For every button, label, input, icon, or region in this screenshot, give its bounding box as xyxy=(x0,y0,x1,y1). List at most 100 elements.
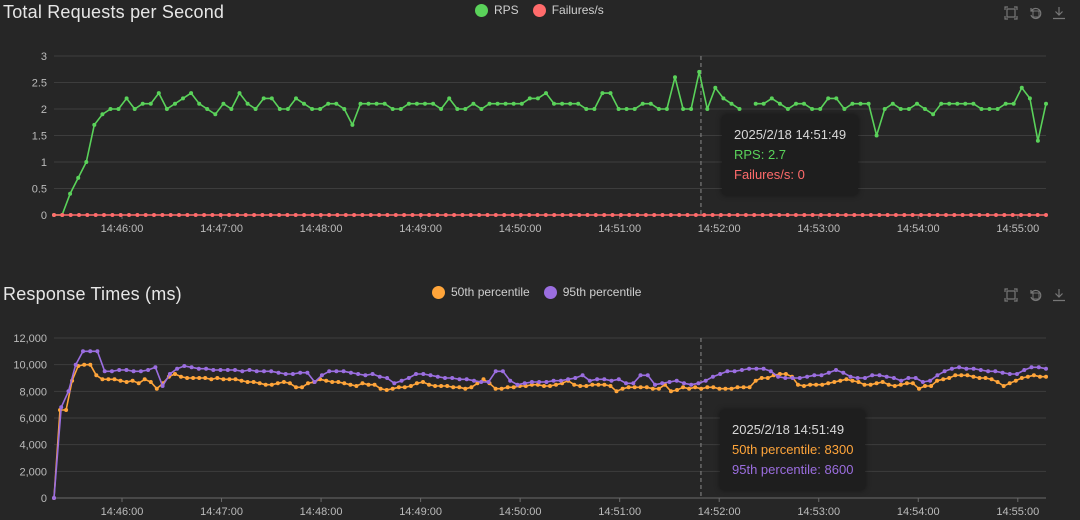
data-point-failures-s xyxy=(1010,213,1015,217)
data-point-95th-percentile xyxy=(739,368,744,372)
data-point-50th-percentile xyxy=(227,377,232,382)
data-point-rps xyxy=(987,107,992,111)
data-point-95th-percentile xyxy=(631,381,636,386)
data-point-rps xyxy=(753,101,758,106)
data-point-rps xyxy=(834,96,839,101)
data-point-failures-s xyxy=(935,213,940,217)
data-point-rps xyxy=(874,133,879,138)
data-point-rps xyxy=(915,101,919,106)
data-point-95th-percentile xyxy=(59,405,64,410)
restore-icon[interactable] xyxy=(1028,288,1042,302)
data-point-rps xyxy=(253,107,258,111)
data-point-rps xyxy=(406,101,411,106)
data-point-50th-percentile xyxy=(324,378,329,383)
data-point-95th-percentile xyxy=(428,373,433,378)
response-times-chart-plot[interactable]: 0 2,000 4,000 6,000 8,000 10,000 12,000 14:46:0… xyxy=(0,282,1080,520)
x-tick-label: 14:47:00 xyxy=(200,223,243,235)
data-point-failures-s xyxy=(385,213,390,217)
data-point-failures-s xyxy=(960,213,965,217)
data-point-95th-percentile xyxy=(848,374,853,379)
data-point-failures-s xyxy=(477,213,482,217)
data-point-50th-percentile xyxy=(947,376,952,380)
data-point-95th-percentile xyxy=(674,378,679,383)
series-line-rps xyxy=(54,71,1047,216)
response-times-chart-title: Response Times (ms) xyxy=(3,284,182,304)
data-point-50th-percentile xyxy=(910,381,915,386)
data-point-95th-percentile xyxy=(218,368,223,372)
data-point-rps xyxy=(689,107,694,111)
data-point-failures-s xyxy=(402,213,407,217)
rps-chart-plot[interactable]: 0 0.5 1 1.5 2 2.5 3 14:46:00 14:47:00 14:48:00 14:… xyxy=(0,0,1080,260)
data-point-failures-s xyxy=(468,213,473,217)
y-tick-label: 2.5 xyxy=(32,78,47,90)
data-point-95th-percentile xyxy=(182,364,187,368)
data-point-failures-s xyxy=(168,213,173,217)
data-point-rps xyxy=(197,101,202,106)
zoom-icon[interactable] xyxy=(1004,6,1018,20)
data-point-failures-s xyxy=(202,213,207,217)
data-point-failures-s xyxy=(710,213,715,217)
data-point-rps xyxy=(318,107,323,111)
data-point-95th-percentile xyxy=(920,380,925,384)
download-icon[interactable] xyxy=(1052,288,1066,302)
data-point-failures-s xyxy=(668,213,673,217)
data-point-95th-percentile xyxy=(486,380,491,384)
data-point-failures-s xyxy=(585,213,590,217)
legend-item-rps[interactable]: RPS xyxy=(475,3,519,17)
data-point-50th-percentile xyxy=(959,373,964,378)
restore-icon[interactable] xyxy=(1028,6,1042,20)
data-point-rps xyxy=(616,107,621,111)
data-point-50th-percentile xyxy=(904,381,909,386)
tooltip-time: 2025/2/18 14:51:49 xyxy=(732,422,845,437)
data-point-95th-percentile xyxy=(1007,372,1012,376)
x-tick-label: 14:46:00 xyxy=(101,223,144,235)
data-point-50th-percentile xyxy=(850,378,855,383)
data-point-failures-s xyxy=(677,213,682,217)
data-point-50th-percentile xyxy=(602,382,607,387)
data-point-failures-s xyxy=(577,213,582,217)
data-point-50th-percentile xyxy=(342,381,347,386)
data-point-50th-percentile xyxy=(118,378,123,383)
rps-chart-panel: 0 0.5 1 1.5 2 2.5 3 14:46:00 14:47:00 14:48:00 14:… xyxy=(0,0,1080,260)
data-point-failures-s xyxy=(652,213,657,217)
data-point-50th-percentile xyxy=(554,382,558,387)
legend-item-95th[interactable]: 95th percentile xyxy=(543,285,641,299)
data-point-failures-s xyxy=(243,213,248,217)
data-point-95th-percentile xyxy=(928,378,933,383)
data-point-95th-percentile xyxy=(645,373,650,378)
data-point-50th-percentile xyxy=(826,381,831,386)
data-point-50th-percentile xyxy=(711,385,716,390)
data-point-failures-s xyxy=(160,213,165,217)
data-point-50th-percentile xyxy=(796,382,800,387)
data-point-50th-percentile xyxy=(572,382,577,387)
data-point-rps xyxy=(447,96,452,101)
data-point-50th-percentile xyxy=(457,385,462,390)
data-point-95th-percentile xyxy=(472,378,476,383)
data-point-50th-percentile xyxy=(935,378,940,383)
data-point-rps xyxy=(1035,138,1040,143)
data-point-50th-percentile xyxy=(505,385,510,390)
data-point-50th-percentile xyxy=(463,386,468,391)
data-point-failures-s xyxy=(868,213,873,217)
data-point-rps xyxy=(495,101,500,106)
data-point-50th-percentile xyxy=(384,388,389,392)
data-point-50th-percentile xyxy=(886,382,891,387)
data-point-50th-percentile xyxy=(971,374,976,379)
data-point-95th-percentile xyxy=(81,349,85,354)
data-point-failures-s xyxy=(127,213,131,217)
data-point-95th-percentile xyxy=(204,366,209,371)
data-point-rps xyxy=(487,101,492,106)
data-point-95th-percentile xyxy=(385,376,390,380)
data-point-failures-s xyxy=(177,213,181,217)
zoom-icon[interactable] xyxy=(1004,288,1018,302)
data-point-rps xyxy=(947,101,952,106)
data-point-50th-percentile xyxy=(511,385,516,390)
data-point-failures-s xyxy=(227,213,232,217)
data-point-50th-percentile xyxy=(421,380,425,384)
legend-item-failures[interactable]: Failures/s xyxy=(532,3,604,17)
x-tick-label: 14:48:00 xyxy=(300,506,343,518)
legend-item-50th[interactable]: 50th percentile xyxy=(432,285,530,299)
data-point-50th-percentile xyxy=(614,389,619,394)
download-icon[interactable] xyxy=(1052,6,1066,20)
data-point-50th-percentile xyxy=(221,377,226,382)
